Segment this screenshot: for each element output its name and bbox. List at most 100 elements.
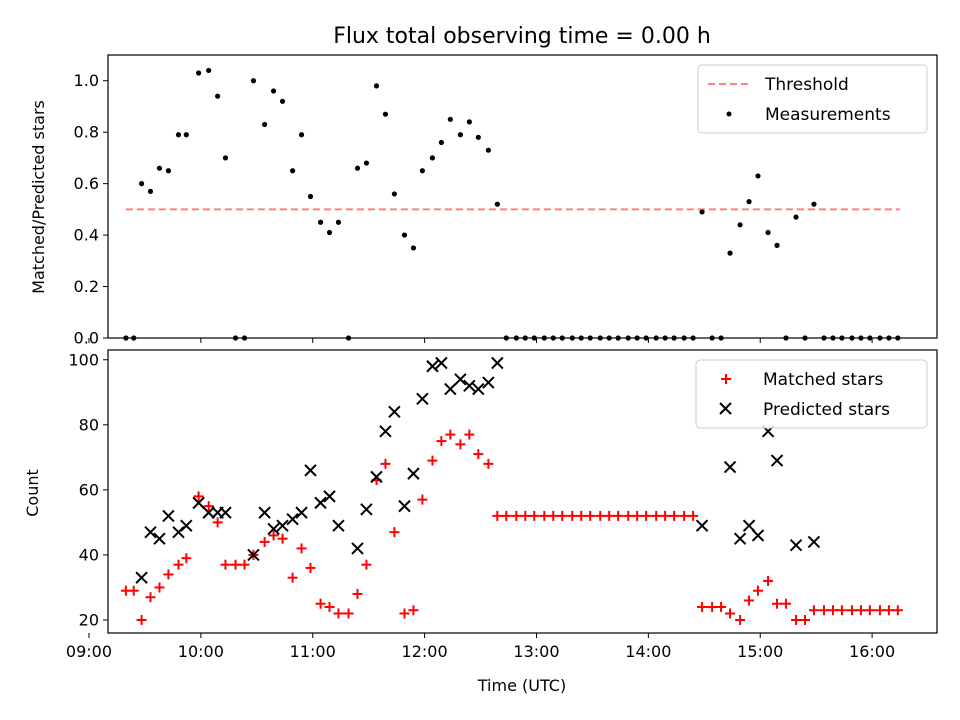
- measurement-point: [373, 83, 380, 89]
- measurement-point: [354, 165, 361, 171]
- matched-star-marker: [315, 598, 326, 609]
- matched-star-marker: [595, 510, 606, 521]
- matched-star-marker: [128, 585, 139, 596]
- x-tick-label: 10:00: [178, 642, 224, 661]
- x-tick-label: 11:00: [290, 642, 336, 661]
- legend-measurements-swatch: [726, 111, 732, 117]
- predicted-star-marker: [267, 522, 280, 536]
- bottom-legend-box: [695, 359, 928, 429]
- predicted-star-marker: [407, 467, 420, 480]
- predicted-star-marker: [351, 542, 364, 555]
- predicted-star-marker: [695, 519, 709, 532]
- legend-predicted-swatch: [719, 402, 732, 415]
- matched-star-marker: [697, 601, 708, 612]
- legend-matched-label: Matched stars: [763, 370, 883, 390]
- predicted-star-marker: [304, 464, 317, 477]
- matched-star-marker: [604, 510, 615, 521]
- top-y-tick-label: 1.0: [74, 71, 99, 90]
- legend-measurements-label: Measurements: [765, 105, 891, 125]
- bottom-y-tick-label: 40: [79, 545, 99, 564]
- measurement-point: [270, 88, 277, 94]
- predicted-star-marker: [332, 519, 345, 532]
- matched-star-marker: [268, 530, 279, 541]
- matched-star-marker: [361, 559, 372, 570]
- measurement-point: [222, 155, 229, 161]
- predicted-star-marker: [180, 519, 193, 532]
- matched-star-marker: [220, 559, 231, 570]
- matched-star-marker: [145, 592, 156, 603]
- matched-star-marker: [846, 605, 857, 616]
- measurement-point: [737, 222, 743, 228]
- measurement-point: [215, 93, 221, 99]
- predicted-star-marker: [360, 503, 373, 516]
- matched-star-marker: [567, 510, 578, 521]
- measurement-point: [175, 132, 182, 138]
- measurement-point: [410, 245, 417, 251]
- matched-star-marker: [836, 605, 847, 616]
- measurement-point: [183, 132, 189, 138]
- predicted-star-marker: [153, 532, 166, 545]
- matched-star-marker: [511, 510, 522, 521]
- bottom-y-tick-label: 60: [79, 480, 99, 499]
- matched-star-marker: [163, 569, 174, 580]
- predicted-star-marker: [286, 512, 299, 526]
- matched-star-marker: [725, 608, 736, 619]
- matched-star-marker: [772, 598, 783, 609]
- bottom-legend: Matched stars Predicted stars: [695, 359, 928, 429]
- measurement-point: [317, 219, 324, 225]
- measurement-point: [156, 165, 163, 171]
- legend-predicted-label: Predicted stars: [763, 400, 890, 420]
- x-tick-label: 12:00: [402, 642, 448, 661]
- measurement-point: [466, 119, 472, 125]
- predicted-star-marker: [807, 535, 821, 549]
- predicted-star-marker: [789, 538, 803, 552]
- predicted-star-marker: [426, 360, 439, 373]
- matched-star-marker: [892, 605, 903, 616]
- top-plot-frame: [107, 54, 938, 339]
- measurement-point: [147, 188, 154, 194]
- matched-star-marker: [539, 510, 550, 521]
- measurement-point: [335, 219, 342, 225]
- matched-star-marker: [343, 608, 354, 619]
- measurement-point: [429, 155, 436, 161]
- matched-star-marker: [688, 510, 699, 521]
- top-y-tick-label: 0.4: [74, 226, 99, 245]
- measurement-point: [419, 168, 425, 174]
- matched-star-marker: [501, 510, 512, 521]
- matched-star-marker: [389, 527, 400, 538]
- measurement-point: [250, 78, 257, 84]
- matched-star-marker: [455, 439, 466, 450]
- matched-star-marker: [333, 608, 344, 619]
- matched-star-marker: [827, 605, 838, 616]
- predicted-star-marker: [135, 571, 148, 584]
- predicted-star-marker: [770, 454, 784, 467]
- predicted-star-marker: [379, 425, 392, 438]
- predicted-star-marker: [435, 356, 448, 370]
- measurement-point: [746, 199, 752, 205]
- matched-star-marker: [679, 510, 690, 521]
- matched-star-marker: [641, 510, 652, 521]
- top-y-tick-label: 0.2: [74, 277, 99, 296]
- matched-star-marker: [716, 601, 727, 612]
- matched-star-marker: [874, 605, 885, 616]
- top-panel: Flux total observing time = 0.00 h Match…: [29, 24, 938, 348]
- matched-star-marker: [613, 510, 624, 521]
- predicted-star-marker: [144, 525, 157, 539]
- measurement-point: [363, 160, 370, 166]
- matched-star-marker: [883, 605, 894, 616]
- predicted-star-marker: [370, 470, 383, 484]
- matched-star-marker: [259, 536, 270, 547]
- chart-title: Flux total observing time = 0.00 h: [333, 24, 711, 49]
- legend-threshold-label: Threshold: [764, 75, 849, 95]
- matched-star-marker: [529, 510, 540, 521]
- matched-star-marker: [287, 572, 298, 583]
- measurement-point: [298, 132, 305, 138]
- matched-star-marker: [864, 605, 875, 616]
- x-tick-label: 14:00: [625, 642, 671, 661]
- measurement-point: [165, 168, 172, 174]
- predicted-star-marker: [162, 509, 175, 523]
- matched-star-marker: [173, 559, 184, 570]
- matched-star-marker: [585, 510, 596, 521]
- x-tick-label: 13:00: [513, 642, 559, 661]
- matched-star-marker: [277, 533, 288, 544]
